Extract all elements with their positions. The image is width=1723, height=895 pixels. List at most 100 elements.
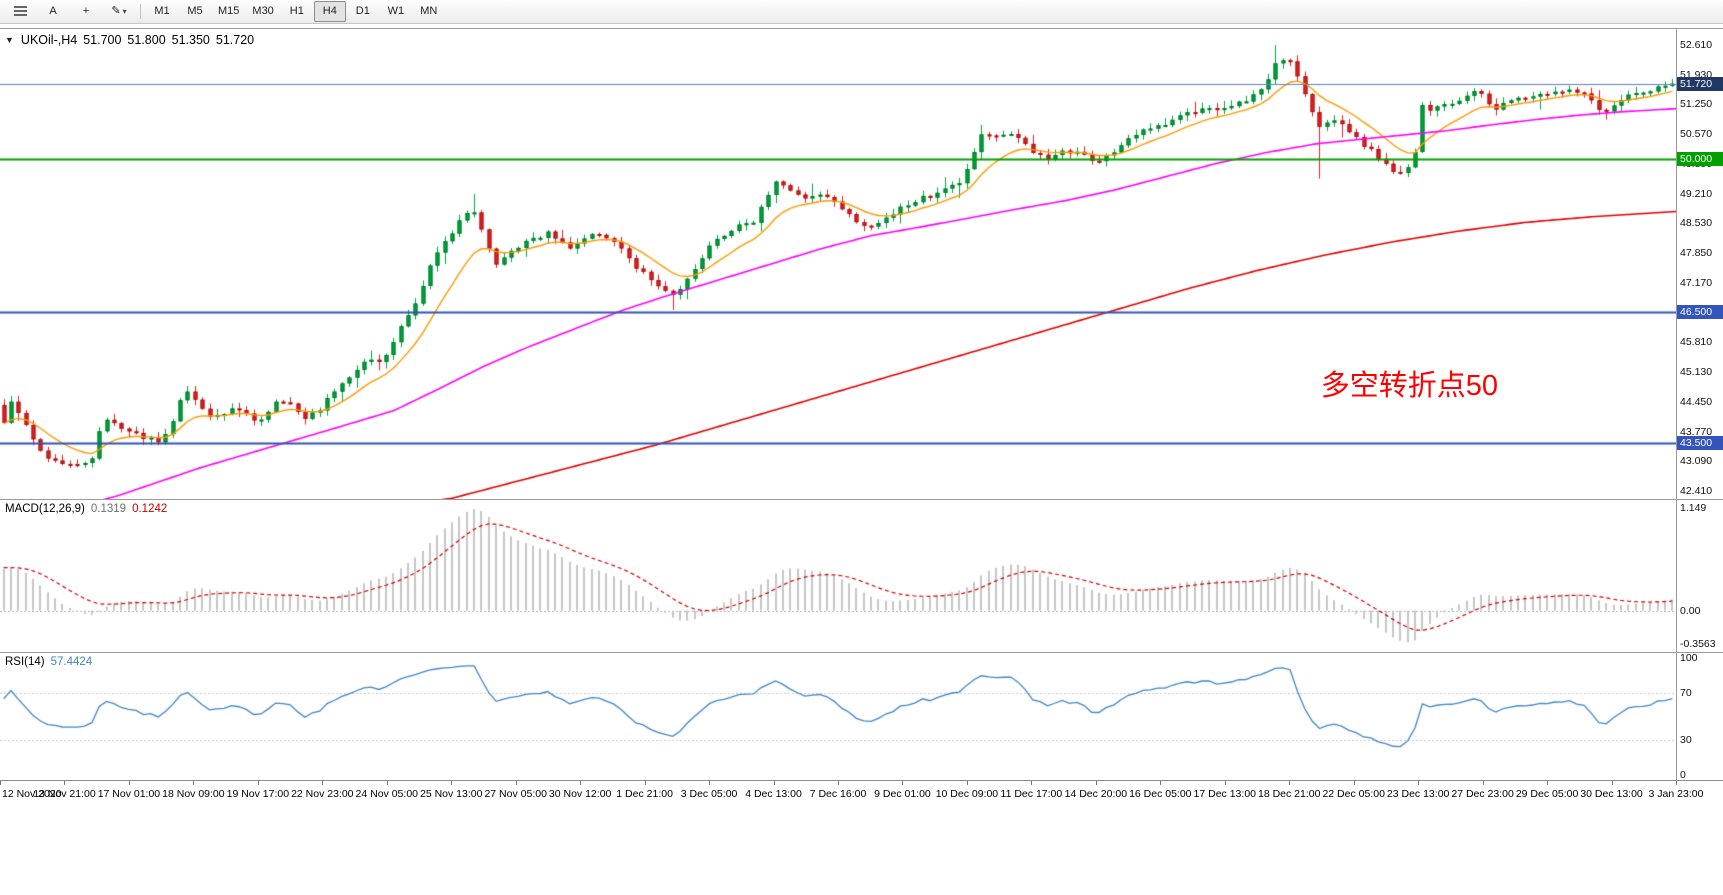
time-axis-label: 27 Dec 23:00 — [1451, 788, 1514, 800]
time-axis-tick — [967, 781, 968, 785]
price-axis-label: 47.850 — [1680, 247, 1713, 260]
time-axis-tick — [322, 781, 323, 785]
time-axis-tick — [709, 781, 710, 785]
timeframe-button-m15[interactable]: M15 — [218, 5, 240, 17]
time-axis-label: 4 Dec 13:00 — [745, 788, 802, 800]
time-axis-tick — [1160, 781, 1161, 785]
price-axis-label: 52.610 — [1680, 38, 1713, 51]
menu-icon[interactable] — [4, 1, 36, 22]
rsi-canvas[interactable] — [0, 653, 1676, 780]
rsi-axis[interactable]: 100 70 30 0 — [1676, 652, 1723, 781]
time-axis-tick — [1418, 781, 1419, 785]
timeframe-button-m5[interactable]: M5 — [187, 5, 203, 17]
timeframe-button-m1[interactable]: M1 — [154, 5, 170, 17]
time-axis-tick — [1225, 781, 1226, 785]
macd-axis-max-label: 1.149 — [1680, 502, 1707, 514]
time-axis-label: 10 Dec 09:00 — [935, 788, 999, 800]
price-axis-highlight-label: 43.500 — [1677, 436, 1723, 451]
timeframe-button-d1[interactable]: D1 — [355, 5, 370, 17]
price-axis[interactable]: 52.61051.93051.25050.57049.89049.21048.5… — [1676, 29, 1723, 499]
macd-signal-value: 0.1242 — [132, 503, 168, 515]
time-axis-tick — [645, 781, 646, 785]
price-axis-highlight-label: 51.720 — [1677, 76, 1723, 91]
price-axis-label: 43.090 — [1680, 455, 1713, 468]
rsi-axis-label: 70 — [1680, 687, 1692, 700]
price-axis-label: 43.770 — [1680, 425, 1713, 438]
quote-close: 51.720 — [215, 33, 255, 47]
price-axis-label: 44.450 — [1680, 395, 1713, 408]
time-axis-tick — [774, 781, 775, 785]
time-axis-label: 11 Dec 17:00 — [1000, 788, 1063, 800]
rsi-panel: RSI(14) 57.4424 100 70 30 0 — [0, 652, 1723, 781]
time-axis-tick — [1676, 781, 1677, 785]
time-axis-label: 23 Dec 13:00 — [1386, 788, 1450, 800]
time-axis-label: 14 Dec 20:00 — [1064, 788, 1128, 800]
menu-icon-glyph — [13, 6, 27, 16]
macd-title: MACD(12,26,9) 0.1319 0.1242 — [5, 503, 167, 515]
time-axis-label: 30 Dec 13:00 — [1580, 788, 1643, 800]
time-axis-label: 7 Dec 16:00 — [809, 788, 867, 800]
rsi-axis-label: 0 — [1680, 769, 1686, 781]
price-axis-label: 51.250 — [1680, 98, 1713, 111]
time-axis-tick — [1547, 781, 1548, 785]
price-axis-label: 50.570 — [1680, 128, 1713, 141]
chevron-down-icon: ▾ — [122, 7, 127, 16]
quote-low: 51.350 — [171, 33, 210, 47]
rsi-axis-label: 100 — [1680, 652, 1698, 664]
macd-canvas[interactable] — [0, 500, 1676, 652]
time-axis-label: 29 Dec 05:00 — [1515, 788, 1579, 800]
time-axis-tick — [902, 781, 903, 785]
time-axis-label: 18 Nov 09:00 — [162, 788, 225, 800]
quote-high: 51.800 — [127, 33, 166, 47]
toolbar-separator — [140, 4, 141, 19]
rsi-value: 57.4424 — [50, 656, 93, 668]
price-axis-label: 48.530 — [1680, 217, 1713, 230]
time-axis-label: 17 Nov 01:00 — [97, 788, 161, 800]
time-axis-tick — [1612, 781, 1613, 785]
chart-symbol-period: UKOil-,H4 — [20, 33, 78, 47]
macd-axis[interactable]: 1.149 0.00 -0.3563 — [1676, 500, 1723, 652]
chart-title: ▼ UKOil-,H4 51.700 51.800 51.350 51.720 — [5, 33, 254, 47]
collapse-arrow-icon[interactable]: ▼ — [5, 35, 14, 45]
crosshair-tool-button[interactable]: + — [82, 5, 90, 17]
macd-panel: MACD(12,26,9) 0.1319 0.1242 1.149 0.00 -0.… — [0, 499, 1723, 652]
rsi-title: RSI(14) 57.4424 — [5, 656, 92, 668]
time-axis-tick — [0, 781, 1, 785]
price-axis-label: 45.130 — [1680, 366, 1713, 379]
time-axis-label: 19 Nov 17:00 — [226, 788, 290, 800]
timeframe-button-h1[interactable]: H1 — [289, 5, 304, 17]
price-axis-highlight-label: 46.500 — [1677, 305, 1723, 320]
top-toolbar: A + ✎ ▾ M1 M5 M15 M30 H1 H4 D1 W1 MN — [0, 0, 1723, 24]
price-axis-label: 49.210 — [1680, 187, 1713, 200]
time-axis-label: 1 Dec 21:00 — [616, 788, 673, 800]
chart-annotation[interactable]: 多空转折点50 — [1320, 370, 1498, 403]
time-axis-tick — [1096, 781, 1097, 785]
time-axis-label: 24 Nov 05:00 — [355, 788, 418, 800]
price-axis-label: 42.410 — [1680, 485, 1713, 498]
time-axis-tick — [451, 781, 452, 785]
time-axis-label: 3 Dec 05:00 — [680, 788, 738, 800]
time-axis[interactable]: 12 Nov 2020 13 Nov 21:00 17 Nov 01:00 18 No… — [0, 780, 1723, 815]
time-axis-label: 3 Jan 23:00 — [1648, 788, 1704, 800]
rsi-axis-label: 30 — [1680, 733, 1692, 746]
time-axis-tick — [258, 781, 259, 785]
draw-tool-button[interactable]: ✎ ▾ — [103, 1, 135, 22]
time-axis-label: 18 Dec 21:00 — [1257, 788, 1321, 800]
price-axis-label: 45.810 — [1680, 336, 1713, 349]
timeframe-button-mn[interactable]: MN — [420, 5, 438, 17]
timeframe-button-h4[interactable]: H4 — [313, 1, 346, 22]
time-axis-label: 16 Dec 05:00 — [1129, 788, 1192, 800]
time-axis-tick — [1354, 781, 1355, 785]
time-axis-tick — [64, 781, 65, 785]
main-chart-canvas[interactable] — [0, 29, 1676, 499]
time-axis-tick — [1483, 781, 1484, 785]
timeframe-button-w1[interactable]: W1 — [387, 5, 405, 17]
text-tool-button[interactable]: A — [49, 5, 57, 17]
time-axis-label: 22 Nov 23:00 — [291, 788, 354, 800]
quote-open: 51.700 — [83, 33, 122, 47]
macd-axis-min-label: -0.3563 — [1680, 638, 1716, 650]
time-axis-label: 25 Nov 13:00 — [419, 788, 483, 800]
timeframe-button-m30[interactable]: M30 — [252, 5, 274, 17]
main-chart-panel: ▼ UKOil-,H4 51.700 51.800 51.350 51.720 … — [0, 28, 1723, 499]
